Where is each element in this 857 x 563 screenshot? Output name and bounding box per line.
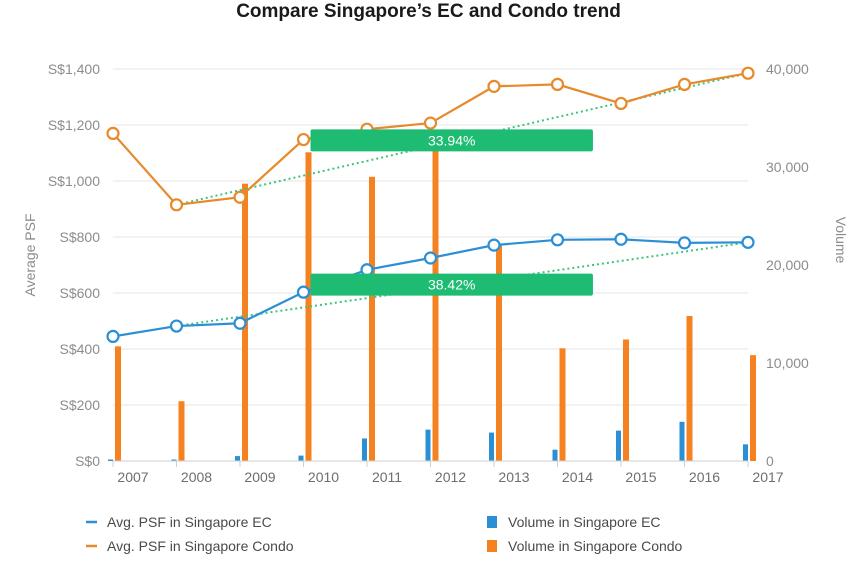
legend-label-condo-psf: Avg. PSF in Singapore Condo bbox=[107, 538, 294, 554]
condo-psf-point bbox=[487, 79, 501, 93]
condo-volume-bar bbox=[178, 401, 185, 461]
x-tick-label: 2017 bbox=[752, 469, 783, 485]
y-tick-label: S$1,000 bbox=[48, 173, 100, 189]
legend-item-ec-volume[interactable]: Volume in Singapore EC bbox=[487, 514, 661, 530]
condo-psf-point bbox=[550, 77, 565, 92]
condo-psf-point bbox=[741, 66, 755, 80]
x-tick-label: 2013 bbox=[498, 469, 529, 485]
x-tick-label: 2009 bbox=[244, 469, 275, 485]
ec-volume-bar bbox=[108, 459, 113, 461]
condo-volume-bar bbox=[559, 348, 566, 461]
condo-volume-bar bbox=[305, 152, 312, 462]
x-tick-label: 2016 bbox=[689, 469, 720, 485]
condo-volume-bar bbox=[623, 339, 629, 461]
x-tick-label: 2007 bbox=[117, 469, 148, 485]
legend-item-ec-psf[interactable]: Avg. PSF in Singapore EC bbox=[86, 514, 272, 530]
ec-psf-point bbox=[169, 319, 184, 333]
y2-tick-label: 20,000 bbox=[766, 257, 809, 273]
ec-volume-bar bbox=[743, 444, 748, 461]
percent-change-label: 33.94% bbox=[428, 132, 475, 148]
ec-volume-bar bbox=[298, 455, 304, 461]
ec-volume-bar bbox=[425, 429, 431, 461]
ec-volume-bar bbox=[235, 456, 240, 461]
ec-psf-point bbox=[550, 233, 565, 247]
ec-volume-bar bbox=[679, 421, 685, 461]
legend-label-ec-volume: Volume in Singapore EC bbox=[508, 514, 661, 530]
legend: Avg. PSF in Singapore EC Avg. PSF in Sin… bbox=[86, 514, 683, 554]
x-tick-label: 2012 bbox=[435, 469, 466, 485]
legend-swatch-condo-volume bbox=[487, 540, 497, 552]
ec-psf-point bbox=[423, 251, 438, 265]
trendlines bbox=[176, 72, 749, 328]
condo-psf-point bbox=[677, 77, 692, 92]
y2-tick-label: 30,000 bbox=[766, 159, 809, 175]
y-axis-label: Average PSF bbox=[22, 213, 38, 296]
x-tick-label: 2008 bbox=[181, 469, 212, 485]
condo-volume-bar bbox=[750, 355, 756, 461]
y-tick-label: S$600 bbox=[60, 285, 101, 301]
percent-change-badge bbox=[310, 129, 593, 152]
y2-tick-label: 0 bbox=[766, 453, 774, 469]
chart-title: Compare Singapore’s EC and Condo trend bbox=[236, 1, 621, 22]
legend-item-condo-volume[interactable]: Volume in Singapore Condo bbox=[487, 538, 683, 554]
ec-volume-bar bbox=[362, 438, 367, 461]
condo-volume-bar bbox=[496, 245, 502, 461]
condo-psf-point bbox=[296, 132, 311, 147]
legend-label-ec-psf: Avg. PSF in Singapore EC bbox=[107, 514, 272, 530]
legend-item-condo-psf[interactable]: Avg. PSF in Singapore Condo bbox=[86, 538, 294, 554]
psf-lines bbox=[106, 66, 755, 343]
ec-psf-point bbox=[487, 238, 501, 252]
ec-volume-bar bbox=[489, 432, 494, 461]
y-tick-label: S$1,400 bbox=[48, 61, 100, 77]
y2-tick-label: 10,000 bbox=[766, 355, 809, 371]
y-tick-label: S$800 bbox=[60, 229, 101, 245]
condo-psf-point bbox=[233, 190, 247, 204]
ec-psf-point bbox=[677, 236, 692, 250]
axes: Average PSF Volume S$0 S$200 S$400 S$600 S$8… bbox=[22, 61, 849, 485]
y-tick-label: S$1,200 bbox=[48, 117, 100, 133]
y2-axis-label: Volume bbox=[833, 217, 849, 264]
condo-psf-point bbox=[106, 126, 120, 140]
ec-volume-bars bbox=[108, 421, 748, 461]
ec-psf-point bbox=[741, 235, 755, 249]
trendline bbox=[176, 241, 749, 328]
ec-volume-bar bbox=[171, 459, 177, 461]
condo-psf-point bbox=[614, 96, 628, 111]
x-tick-label: 2015 bbox=[625, 469, 656, 485]
legend-swatch-ec-volume bbox=[487, 516, 497, 528]
ec-psf-point bbox=[106, 329, 120, 343]
condo-volume-bar bbox=[115, 346, 121, 461]
ec-psf-point bbox=[296, 285, 311, 299]
x-tick-label: 2014 bbox=[562, 469, 593, 485]
percent-change-badge bbox=[310, 273, 593, 296]
condo-volume-bar bbox=[369, 176, 375, 462]
percent-change-label: 38.42% bbox=[428, 277, 475, 293]
condo-psf-point bbox=[423, 116, 438, 130]
condo-psf-point bbox=[169, 198, 184, 212]
y-tick-label: S$200 bbox=[60, 397, 101, 413]
ec-volume-bar bbox=[552, 449, 558, 461]
condo-volume-bar bbox=[686, 315, 693, 461]
ec-volume-bar bbox=[616, 430, 621, 461]
condo-volume-bar bbox=[432, 131, 439, 461]
legend-label-condo-volume: Volume in Singapore Condo bbox=[508, 538, 683, 554]
y2-tick-label: 40,000 bbox=[766, 61, 809, 77]
y-tick-label: S$0 bbox=[75, 453, 100, 469]
x-tick-label: 2010 bbox=[308, 469, 339, 485]
ec-psf-point bbox=[233, 316, 247, 330]
ec-psf-point bbox=[614, 232, 628, 246]
x-tick-label: 2011 bbox=[372, 469, 402, 485]
annotation-badges: 33.94% 38.42% bbox=[310, 129, 593, 296]
y-tick-label: S$400 bbox=[60, 341, 101, 357]
